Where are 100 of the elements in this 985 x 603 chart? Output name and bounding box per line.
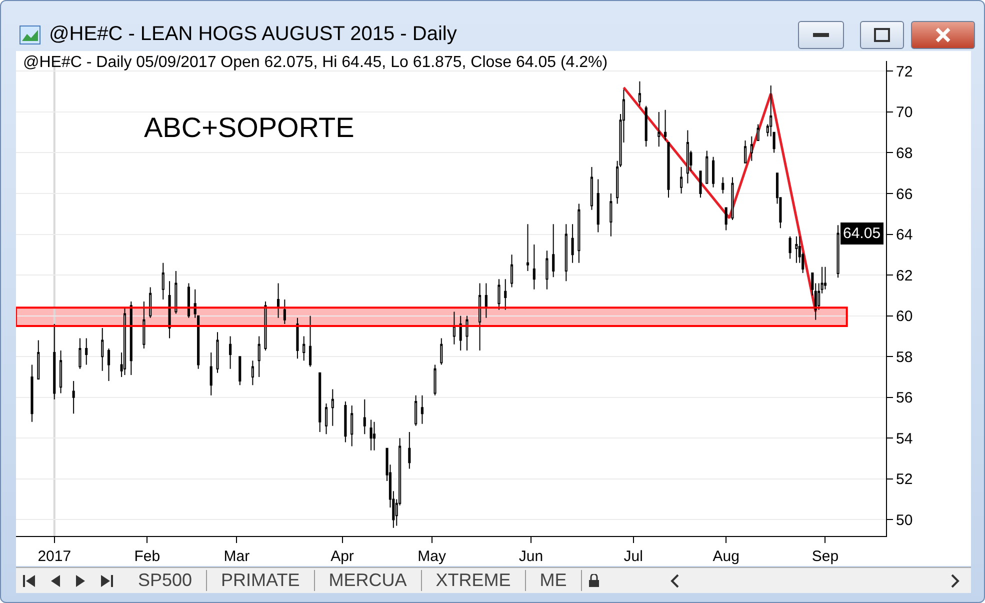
candlestick: [644, 105, 648, 148]
candlestick: [686, 130, 689, 184]
candlestick: [824, 266, 827, 290]
candlestick: [667, 142, 670, 198]
candlestick: [264, 301, 267, 351]
x-tick-label: Aug: [712, 548, 740, 565]
candlestick: [610, 193, 612, 237]
x-tick-label: May: [418, 548, 446, 565]
candlestick: [504, 278, 507, 310]
candlestick: [324, 402, 328, 435]
x-tick-label: Jul: [624, 548, 643, 565]
candlestick: [564, 224, 568, 282]
candlestick: [546, 250, 548, 290]
candlestick: [30, 364, 34, 422]
candlestick: [578, 203, 580, 264]
candlestick: [210, 352, 212, 396]
text: MERCUA: [314, 570, 422, 591]
candlestick: [699, 170, 702, 198]
annotation: ABC+SOPORTE: [144, 112, 354, 143]
candlestick: [258, 336, 260, 378]
candlestick: [484, 282, 488, 318]
candlestick: [168, 280, 171, 339]
candlestick: [440, 338, 443, 366]
candlestick: [344, 400, 347, 443]
candlestick: [510, 254, 514, 288]
candlestick: [216, 332, 219, 374]
candlestick: [101, 328, 104, 372]
y-tick-label: 60: [896, 308, 913, 326]
candlestick: [187, 282, 190, 318]
candlestick: [750, 136, 753, 162]
candlestick: [142, 301, 146, 349]
candlestick: [60, 350, 62, 394]
candlestick: [372, 421, 376, 451]
x-tick-label: 2017: [38, 548, 72, 565]
candlestick: [795, 236, 798, 264]
candlestick: [420, 394, 424, 424]
candlestick: [85, 338, 88, 366]
candlestick: [229, 336, 232, 370]
y-tick-label: 54: [896, 430, 913, 448]
candlestick: [149, 286, 152, 318]
candlestick: [363, 398, 366, 435]
y-tick-label: 64: [896, 226, 913, 244]
candlestick: [478, 282, 482, 351]
candlestick: [571, 224, 574, 264]
candlestick: [277, 282, 280, 318]
y-tick-label: 56: [896, 390, 913, 407]
candlestick: [123, 307, 126, 376]
candlestick: [162, 262, 164, 300]
text: PRIMATE: [207, 570, 315, 591]
x-tick-label: Sep: [812, 548, 839, 565]
candlestick: [724, 207, 728, 231]
candlestick: [238, 356, 242, 386]
y-tick-label: 70: [896, 104, 913, 122]
y-tick-label: 72: [896, 63, 913, 80]
candlestick: [251, 360, 254, 386]
candlestick: [72, 380, 75, 414]
candlestick: [638, 80, 641, 106]
x-tick-label: Jun: [518, 548, 544, 565]
candlestick: [590, 166, 594, 210]
x-tick-label: Feb: [134, 548, 160, 565]
y-tick-label: 68: [896, 144, 913, 162]
y-tick-label: 66: [896, 186, 913, 203]
y-tick-label: 62: [896, 267, 913, 284]
text: SP500: [124, 570, 208, 591]
candlestick: [452, 311, 456, 345]
candlestick: [408, 432, 411, 470]
candlestick: [331, 388, 334, 426]
y-tick-label: 58: [896, 348, 913, 366]
candlestick: [78, 338, 82, 370]
candlestick: [731, 176, 734, 221]
candlestick: [350, 405, 354, 447]
candlestick: [308, 315, 312, 368]
candlestick: [722, 176, 724, 194]
x-tick-label: Apr: [330, 548, 354, 565]
candlestick: [53, 323, 56, 400]
annotation: 64.05: [843, 225, 881, 242]
candlestick: [174, 270, 178, 314]
candlestick: [596, 178, 600, 233]
candlestick: [318, 372, 322, 433]
candlestick: [680, 166, 683, 194]
y-tick-label: 52: [896, 471, 913, 488]
candlestick: [744, 140, 747, 164]
y-tick-label: 50: [896, 512, 913, 529]
candlestick: [552, 224, 555, 278]
candlestick: [370, 419, 372, 451]
candlestick: [526, 224, 530, 272]
candlestick: [283, 299, 286, 324]
line-series: [622, 86, 817, 313]
candlestick: [788, 236, 792, 260]
candlestick: [37, 340, 40, 380]
candlestick: [658, 111, 660, 148]
chart-subtitle: @HE#C - Daily 05/09/2017 Open 62.075, Hi 64.45, Lo 61.875, Close 64.05 (4.2%): [23, 54, 608, 72]
candlestick: [756, 124, 760, 142]
candlestick: [532, 244, 536, 290]
candlestick: [414, 394, 418, 426]
text: XTREME: [422, 570, 526, 591]
candlestick: [130, 301, 132, 376]
candlestick: [434, 364, 436, 396]
candlestick: [706, 150, 708, 184]
candlestick: [302, 336, 306, 362]
